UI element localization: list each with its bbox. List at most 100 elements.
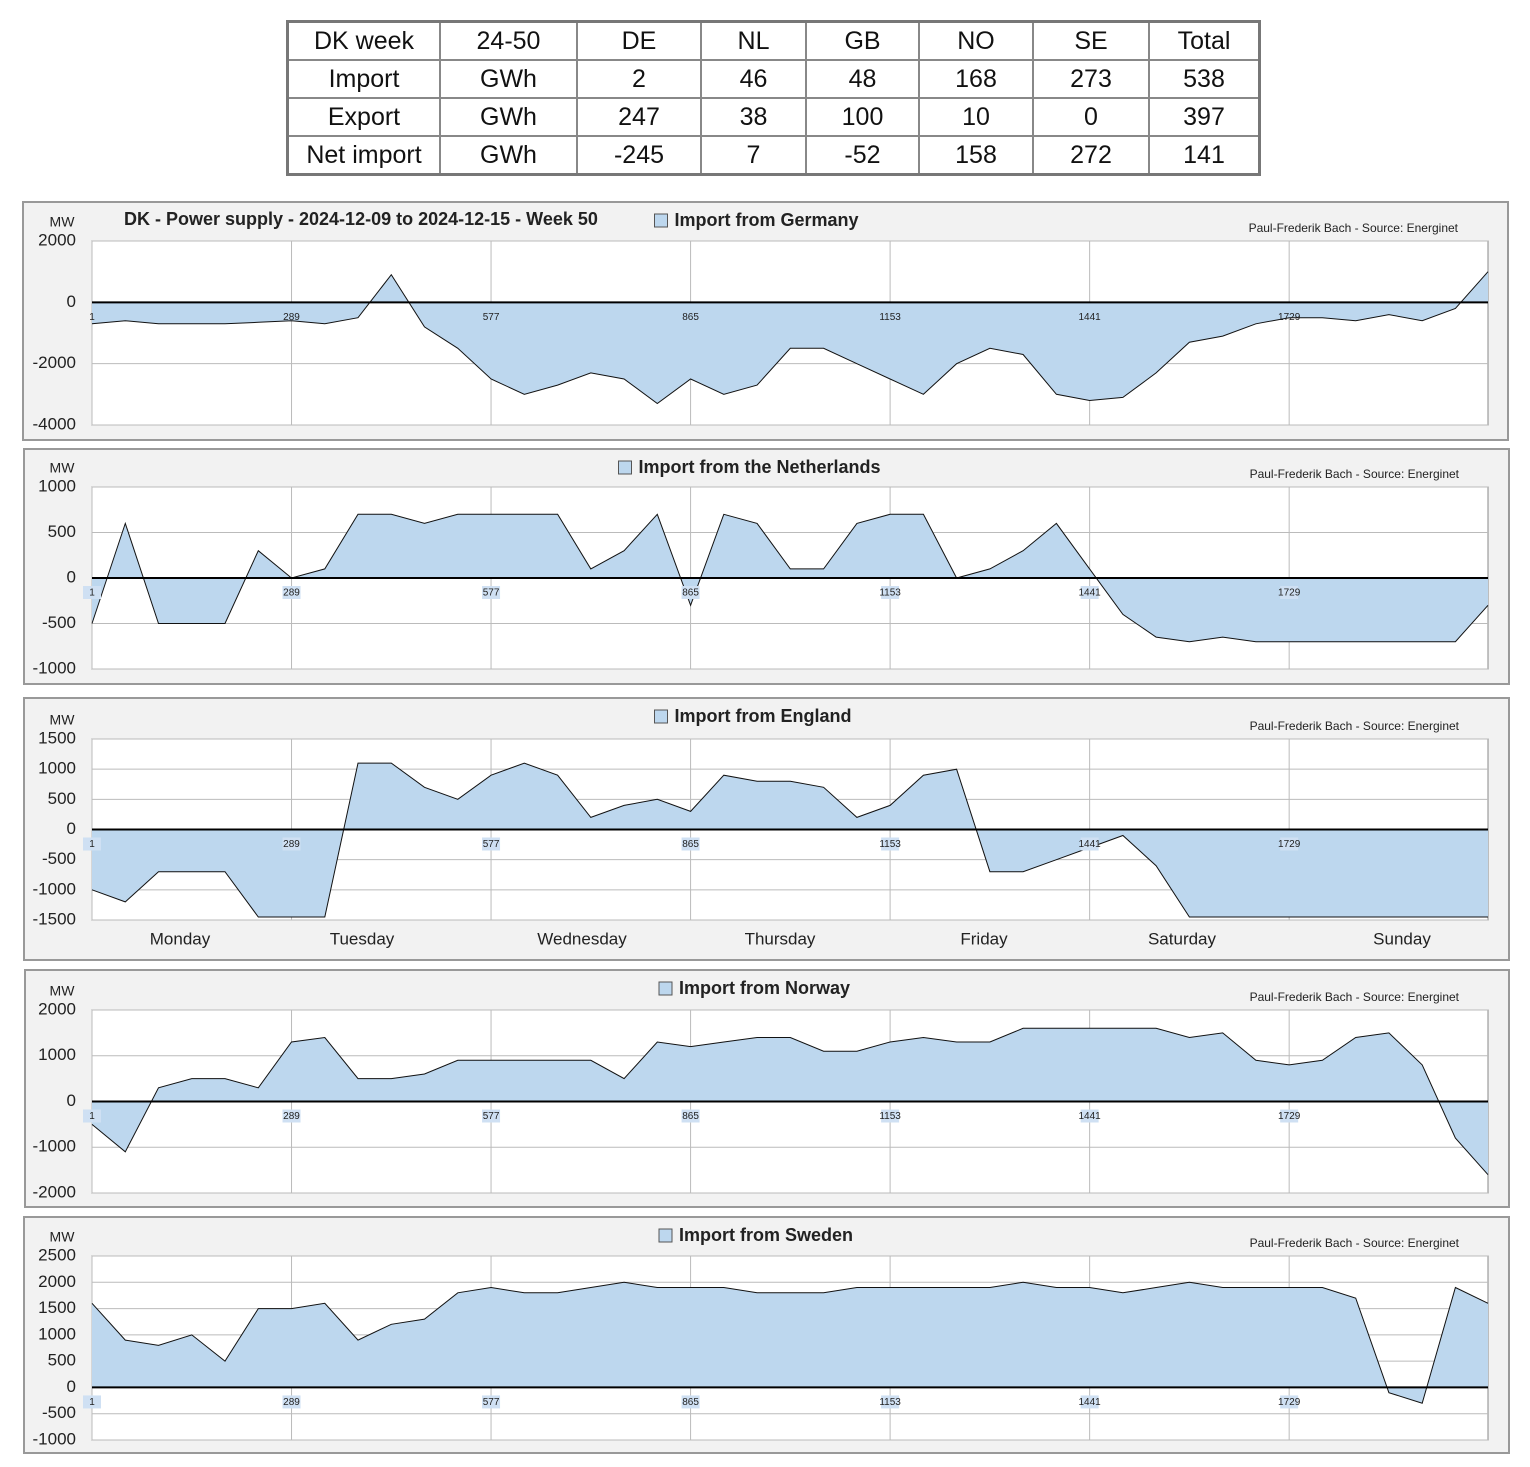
x-tick-label: 1729 (1278, 1111, 1301, 1122)
y-axis-unit: MW (50, 983, 76, 999)
legend-swatch (654, 213, 668, 228)
summary-table: DK week 24-50 DE NL GB NO SE Total Import GWh 2 46 4… (286, 20, 1261, 176)
day-label: Wednesday (537, 929, 627, 948)
y-tick-label: 2500 (38, 1245, 76, 1264)
x-tick-label-bg (1080, 837, 1099, 851)
x-tick-label: 1153 (879, 1397, 901, 1408)
table-cell: NL (700, 20, 807, 61)
y-tick-label: -1000 (33, 1429, 76, 1448)
table-cell: 0 (1032, 97, 1150, 137)
x-tick-label-bg (83, 586, 101, 599)
x-tick-label-bg (83, 1109, 101, 1123)
x-tick-label: 1153 (879, 1111, 901, 1122)
table-cell: GB (805, 20, 920, 61)
y-tick-label: 500 (48, 1351, 76, 1370)
y-tick-label: 1500 (38, 728, 76, 747)
x-tick-label: 1 (89, 1397, 95, 1408)
x-tick-label-bg (1280, 837, 1299, 851)
table-cell: SE (1032, 20, 1150, 61)
x-tick-label-bg (881, 1395, 900, 1409)
x-tick-label: 289 (283, 1397, 300, 1408)
table-cell: 247 (576, 97, 702, 137)
x-tick-label: 865 (682, 1397, 699, 1408)
x-tick-label: 577 (483, 1111, 500, 1122)
x-tick-label-bg (1280, 586, 1299, 599)
y-tick-label: 500 (48, 789, 76, 808)
table-cell: 48 (805, 59, 920, 99)
x-tick-label: 1441 (1079, 312, 1102, 323)
x-tick-label-bg (881, 1109, 900, 1123)
table-cell: -245 (576, 135, 702, 176)
table-cell: Import (286, 59, 441, 99)
table-cell: 100 (805, 97, 920, 137)
series-line (91, 1027, 1489, 1176)
x-tick-label-bg (482, 1395, 501, 1409)
x-tick-label: 1 (89, 1111, 95, 1122)
day-label: Sunday (1373, 929, 1431, 948)
table-cell: 273 (1032, 59, 1150, 99)
x-tick-label-bg (482, 1109, 501, 1123)
y-tick-label: 2000 (38, 230, 76, 249)
x-tick-label: 1 (89, 312, 95, 323)
legend-swatch (658, 1228, 673, 1243)
table-cell: GWh (439, 97, 578, 137)
x-tick-label: 1729 (1278, 312, 1301, 323)
x-tick-label: 865 (682, 839, 699, 850)
x-tick-label: 289 (283, 839, 300, 850)
x-tick-label: 865 (682, 588, 699, 599)
y-axis-unit: MW (50, 214, 76, 230)
x-tick-label-bg (681, 586, 700, 599)
legend-label: Import from Germany (675, 210, 859, 230)
y-tick-label: 1500 (38, 1298, 76, 1317)
x-tick-label: 289 (283, 312, 300, 323)
table-cell: Export (286, 97, 441, 137)
x-tick-label: 1729 (1278, 588, 1301, 599)
x-tick-label-bg (83, 837, 101, 851)
y-tick-label: -1500 (33, 909, 76, 928)
table-cell: 158 (918, 135, 1034, 176)
legend-label: Import from Sweden (679, 1225, 853, 1245)
x-tick-label: 1729 (1278, 1397, 1301, 1408)
legend-swatch (658, 981, 673, 996)
y-tick-label: -2000 (33, 353, 76, 372)
day-label: Tuesday (330, 929, 395, 948)
source-note: Paul-Frederik Bach - Source: Energinet (1249, 221, 1459, 235)
y-tick-label: 2000 (38, 1272, 76, 1291)
y-tick-label: 0 (67, 292, 76, 311)
day-label: Friday (960, 929, 1008, 948)
y-tick-label: -500 (42, 613, 76, 632)
y-tick-label: -500 (42, 1403, 76, 1422)
day-label: Monday (150, 929, 211, 948)
table-cell: 46 (700, 59, 807, 99)
table-cell: 10 (918, 97, 1034, 137)
day-label: Saturday (1148, 929, 1217, 948)
y-tick-label: 2000 (38, 999, 76, 1018)
legend-label: Import from England (675, 706, 852, 726)
table-cell: 141 (1148, 135, 1261, 176)
x-tick-label-bg (681, 837, 700, 851)
table-cell: 272 (1032, 135, 1150, 176)
y-tick-label: 0 (67, 567, 76, 586)
table-cell: GWh (439, 135, 578, 176)
day-label: Thursday (745, 929, 816, 948)
x-tick-label-bg (482, 586, 501, 599)
y-tick-label: -2000 (33, 1182, 76, 1201)
table-cell: 2 (576, 59, 702, 99)
x-tick-label: 1441 (1079, 588, 1102, 599)
x-tick-label-bg (282, 1395, 301, 1409)
legend-swatch (618, 460, 632, 475)
x-tick-label: 1153 (879, 588, 901, 599)
area-fill (92, 1282, 1488, 1404)
table-cell: 168 (918, 59, 1034, 99)
series-line (91, 762, 1488, 918)
series-line (91, 1281, 1489, 1404)
legend-swatch (654, 709, 668, 724)
series-line (91, 271, 1489, 405)
y-axis-unit: MW (50, 460, 76, 476)
y-tick-label: 0 (67, 1091, 76, 1110)
x-tick-label: 577 (483, 312, 500, 323)
